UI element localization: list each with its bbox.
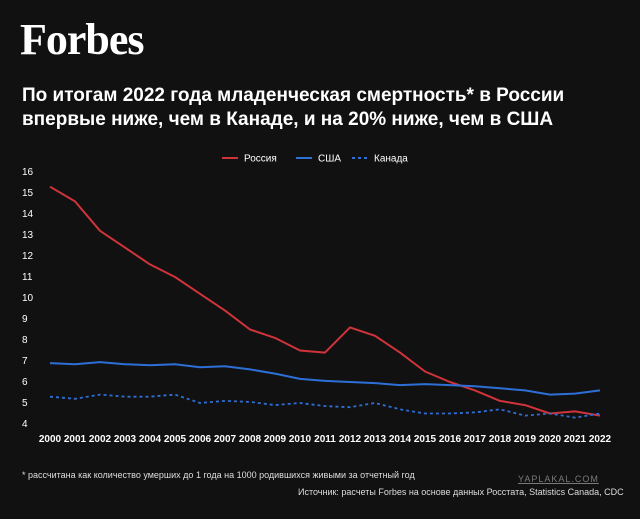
series-line-1 — [49, 361, 601, 396]
y-tick-label-12: 12 — [22, 251, 34, 262]
x-tick-label-2015: 2015 — [414, 434, 437, 445]
y-tick-label-7: 7 — [22, 356, 28, 367]
y-tick-label-9: 9 — [22, 314, 28, 325]
y-tick-label-16: 16 — [22, 167, 34, 178]
x-tick-label-2021: 2021 — [564, 434, 587, 445]
y-tick-label-6: 6 — [22, 377, 28, 388]
x-tick-label-2003: 2003 — [114, 434, 137, 445]
x-tick-label-2016: 2016 — [439, 434, 462, 445]
source-note: Источник: расчеты Forbes на основе данны… — [298, 487, 624, 497]
footnote: * рассчитана как количество умерших до 1… — [22, 470, 415, 480]
series-line-2 — [49, 393, 601, 419]
x-tick-label-2019: 2019 — [514, 434, 537, 445]
x-tick-label-2007: 2007 — [214, 434, 237, 445]
forbes-logo: Forbes — [20, 15, 145, 64]
legend-label-2: Канада — [374, 154, 408, 165]
y-tick-label-5: 5 — [22, 398, 28, 409]
x-tick-label-2006: 2006 — [189, 434, 212, 445]
x-tick-label-2012: 2012 — [339, 434, 362, 445]
x-tick-label-2010: 2010 — [289, 434, 312, 445]
x-tick-label-2018: 2018 — [489, 434, 512, 445]
x-tick-label-2008: 2008 — [239, 434, 262, 445]
x-tick-label-2009: 2009 — [264, 434, 287, 445]
y-tick-label-13: 13 — [22, 230, 34, 241]
x-tick-label-2014: 2014 — [389, 434, 412, 445]
x-tick-label-2022: 2022 — [589, 434, 612, 445]
y-tick-label-4: 4 — [22, 419, 28, 430]
y-tick-label-14: 14 — [22, 209, 34, 220]
series-line-0 — [49, 185, 601, 417]
legend-label-1: США — [318, 154, 341, 165]
x-tick-label-2020: 2020 — [539, 434, 562, 445]
watermark: YAPLAKAL.COM — [518, 474, 599, 484]
y-tick-label-10: 10 — [22, 293, 34, 304]
y-tick-label-8: 8 — [22, 335, 28, 346]
y-tick-label-11: 11 — [22, 272, 33, 283]
y-tick-label-15: 15 — [22, 188, 34, 199]
chart-title-line-2: впервые ниже, чем в Канаде, и на 20% ниж… — [22, 109, 554, 130]
x-tick-label-2000: 2000 — [39, 434, 62, 445]
x-tick-label-2004: 2004 — [139, 434, 162, 445]
x-tick-label-2005: 2005 — [164, 434, 187, 445]
x-tick-label-2001: 2001 — [64, 434, 87, 445]
chart-title: По итогам 2022 года младенческая смертно… — [22, 84, 622, 132]
chart-title-line-1: По итогам 2022 года младенческая смертно… — [22, 85, 565, 106]
legend-label-0: Россия — [244, 154, 277, 165]
x-tick-label-2017: 2017 — [464, 434, 487, 445]
x-tick-label-2013: 2013 — [364, 434, 387, 445]
x-tick-label-2002: 2002 — [89, 434, 112, 445]
x-tick-label-2011: 2011 — [314, 434, 336, 445]
